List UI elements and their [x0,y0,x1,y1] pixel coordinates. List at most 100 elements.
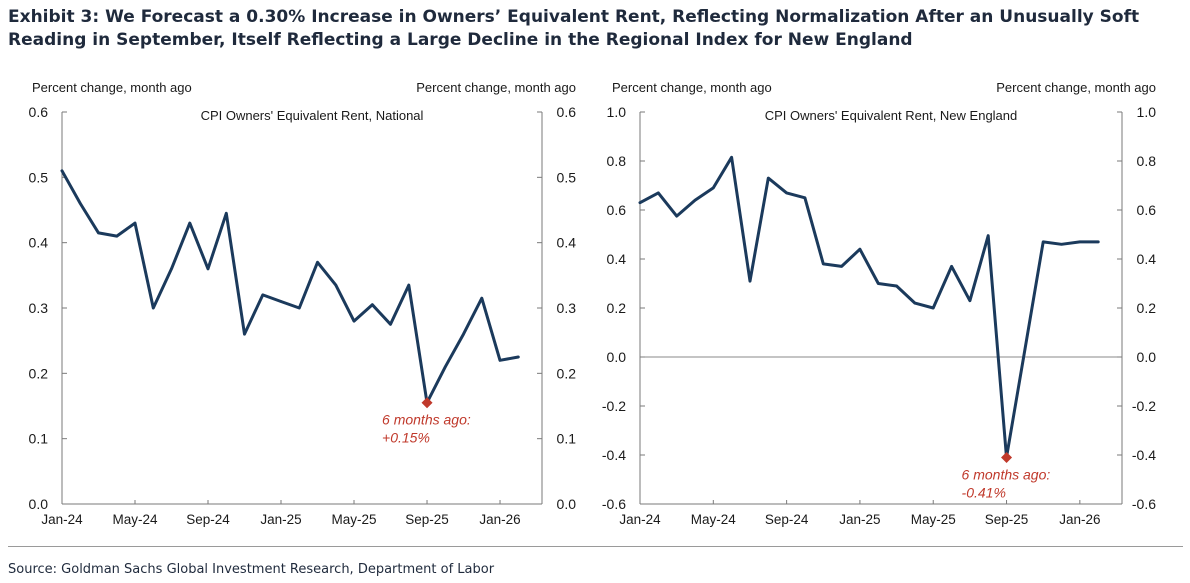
national-x-tick-label: Jan-26 [479,512,520,527]
national-data-point [371,303,374,306]
new-england-x-tick-label: Jan-24 [619,512,661,527]
new-england-data-point [675,214,678,218]
new-england-data-point [877,282,880,285]
new-england-right-tick-label: -0.6 [1132,496,1156,512]
national-right-tick-label: 0.6 [557,104,577,120]
national-left-axis-label: Percent change, month ago [32,80,192,95]
new-england-data-point [657,191,660,195]
new-england-left-tick-label: 0.8 [607,153,627,169]
national-left-tick-label: 0.6 [29,104,49,120]
national-data-point [480,297,483,300]
new-england-data-point [638,201,642,204]
national-data-point [170,267,173,270]
new-england-x-tick-label: Jan-25 [839,512,880,527]
national-chart-title: CPI Owners' Equivalent Rent, National [201,108,424,123]
new-england-data-point [803,196,807,199]
new-england-data-point [987,234,990,237]
new-england-right-tick-label: 0.0 [1137,349,1157,365]
national-right-tick-label: 0.0 [557,496,577,512]
national-left-tick-label: 0.0 [29,496,49,512]
national-left-tick-label: 0.1 [29,431,49,447]
charts-area: Percent change, month ago Percent change,… [29,80,1157,527]
source-note: Source: Goldman Sachs Global Investment … [8,562,495,577]
national-data-point [261,293,264,297]
new-england-right-axis-label: Percent change, month ago [996,80,1156,95]
new-england-data-point [1060,243,1063,246]
national-data-point [152,306,155,310]
new-england-left-tick-label: 0.0 [607,349,627,365]
new-england-left-tick-label: -0.4 [602,447,626,463]
new-england-x-tick-label: May-25 [911,512,956,527]
new-england-right-tick-label: 0.4 [1137,251,1157,267]
national-left-tick-label: 0.3 [29,300,49,316]
exhibit-title: Exhibit 3: We Forecast a 0.30% Increase … [8,7,1140,50]
new-england-data-point [968,299,972,302]
national-x-tick-label: May-25 [332,512,377,527]
national-data-point [133,221,137,225]
new-england-data-point [932,306,935,310]
national-right-axis-label: Percent change, month ago [416,80,576,95]
new-england-data-point [822,262,825,266]
national-x-tick-label: Sep-24 [186,512,230,527]
new-england-annotation-line: -0.41% [962,484,1006,500]
national-data-point [225,212,228,215]
new-england-data-point [895,284,898,288]
new-england-right-tick-label: 0.8 [1137,153,1157,169]
national-data-point [352,319,356,323]
new-england-right-tick-label: 0.2 [1137,300,1157,316]
national-data-point [444,365,447,368]
national-data-point [188,221,191,225]
new-england-data-point [730,156,733,159]
new-england-left-tick-label: 0.6 [607,202,627,218]
footer-divider [8,546,1183,547]
national-x-tick-label: Jan-24 [41,512,83,527]
new-england-right-tick-label: 0.6 [1137,202,1157,218]
national-annotation-line: +0.15% [382,430,430,446]
new-england-left-tick-label: -0.2 [602,398,626,414]
national-x-tick-label: Jan-25 [260,512,301,527]
national-data-point [316,261,319,264]
new-england-data-point [1041,240,1045,244]
national-data-point [407,283,410,287]
national-right-tick-label: 0.2 [557,365,577,381]
national-data-point [243,332,246,336]
new-england-data-point [913,301,917,305]
national-left-tick-label: 0.2 [29,365,49,381]
national-data-point [97,231,100,235]
national-right-tick-label: 0.5 [557,169,577,185]
new-england-right-tick-label: -0.4 [1132,447,1156,463]
national-data-point [298,306,301,310]
new-england-x-tick-label: Jan-26 [1059,512,1100,527]
national-right-tick-label: 0.3 [557,300,577,316]
national-data-point [334,283,337,287]
national-data-point [462,332,465,336]
new-england-data-point [858,248,862,251]
new-england-annotation-line: 6 months ago: [962,466,1051,482]
new-england-highlight-marker [1001,451,1013,463]
new-england-data-point [840,265,843,268]
new-england-x-tick-label: May-24 [691,512,737,527]
new-england-right-tick-label: -0.2 [1132,398,1156,414]
national-data-point [206,267,210,270]
new-england-series-line [638,155,1100,459]
national-right-tick-label: 0.4 [557,235,577,251]
new-england-right-tick-label: 1.0 [1137,104,1157,120]
national-data-point [498,359,502,362]
new-england-data-point [748,279,752,283]
national-data-point [279,300,283,303]
national-data-point [79,202,82,205]
new-england-left-tick-label: 0.2 [607,300,627,316]
new-england-data-point [767,176,770,180]
new-england-data-point [1078,240,1082,244]
new-england-data-point [950,265,953,268]
new-england-x-tick-label: Sep-24 [765,512,809,527]
national-data-point [517,355,520,359]
new-england-chart-title: CPI Owners' Equivalent Rent, New England [765,108,1018,123]
new-england-data-point [1096,240,1100,244]
new-england-data-point [712,186,715,190]
new-england-left-axis-label: Percent change, month ago [612,80,772,95]
national-data-point [115,234,118,238]
new-england-left-tick-label: 1.0 [607,104,627,120]
new-england-data-point [693,199,697,202]
new-england-left-tick-label: -0.6 [602,496,626,512]
